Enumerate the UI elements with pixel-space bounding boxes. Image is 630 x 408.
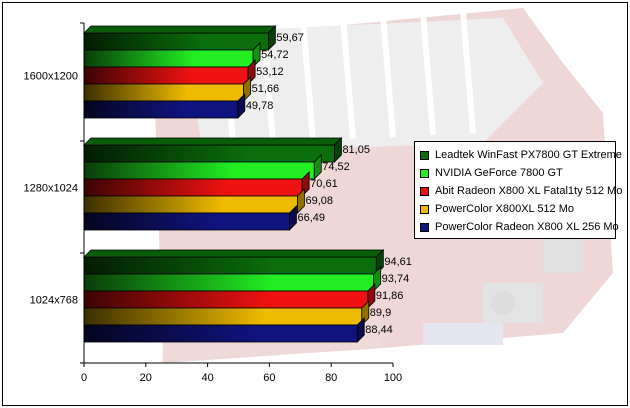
data-label-1600x1200-series-3: 53,12: [256, 66, 284, 78]
data-label-1024x768-series-3: 91,86: [376, 290, 404, 302]
x-tick-label-0: 0: [81, 372, 87, 384]
data-label-1280x1024-series-5: 66,49: [297, 212, 325, 224]
data-label-1280x1024-series-3: 70,61: [310, 178, 338, 190]
legend-label: PowerColor X800XL 512 Mo: [435, 203, 575, 215]
legend-swatch: [420, 186, 429, 196]
data-label-1280x1024-series-1: 81,05: [342, 144, 370, 156]
x-tick-label-80: 80: [325, 372, 337, 384]
category-label-1024x768: 1024x768: [30, 295, 78, 307]
bar-1600x1200-series-1: [83, 25, 277, 51]
legend-label: Leadtek WinFast PX7800 GT Extreme: [435, 149, 622, 161]
legend: Leadtek WinFast PX7800 GT Extreme NVIDIA …: [414, 141, 622, 239]
x-tick-label-60: 60: [263, 372, 275, 384]
data-label-1024x768-series-2: 93,74: [382, 273, 410, 285]
bar-chart: 0 20 40 60 80 100 59,67 54,72 53,12 51,66 49,78 16…: [24, 22, 412, 384]
data-label-1600x1200-series-4: 51,66: [252, 83, 280, 95]
data-label-1024x768-series-1: 94,61: [384, 256, 412, 268]
data-label-1024x768-series-5: 88,44: [365, 324, 393, 336]
x-tick-label-40: 40: [201, 372, 213, 384]
legend-swatch: [420, 150, 429, 160]
bar-1280x1024-series-1: [83, 137, 343, 163]
category-label-1600x1200: 1600x1200: [24, 71, 78, 83]
x-tick-label-100: 100: [384, 372, 402, 384]
legend-swatch: [420, 204, 429, 214]
legend-label: PowerColor Radeon X800 XL 256 Mo: [435, 221, 619, 233]
data-label-1280x1024-series-4: 69,08: [305, 195, 333, 207]
category-label-1280x1024: 1280x1024: [24, 183, 78, 195]
data-label-1024x768-series-4: 89,9: [370, 307, 391, 319]
data-label-1280x1024-series-2: 74,52: [322, 161, 350, 173]
legend-label: NVIDIA GeForce 7800 GT: [435, 167, 563, 179]
legend-item-5: PowerColor Radeon X800 XL 256 Mo: [420, 218, 619, 236]
legend-item-1: Leadtek WinFast PX7800 GT Extreme: [420, 146, 622, 164]
legend-item-4: PowerColor X800XL 512 Mo: [420, 200, 610, 218]
x-tick-label-20: 20: [140, 372, 152, 384]
data-label-1600x1200-series-1: 59,67: [276, 32, 304, 44]
bar-1024x768-series-1: [83, 249, 385, 275]
legend-item-3: Abit Radeon X800 XL Fatal1ty 512 Mo: [420, 182, 622, 200]
legend-swatch: [420, 168, 429, 178]
legend-swatch: [420, 222, 429, 232]
data-label-1600x1200-series-2: 54,72: [261, 49, 289, 61]
legend-item-2: NVIDIA GeForce 7800 GT: [420, 164, 610, 182]
data-label-1600x1200-series-5: 49,78: [246, 100, 274, 112]
legend-label: Abit Radeon X800 XL Fatal1ty 512 Mo: [435, 185, 623, 197]
